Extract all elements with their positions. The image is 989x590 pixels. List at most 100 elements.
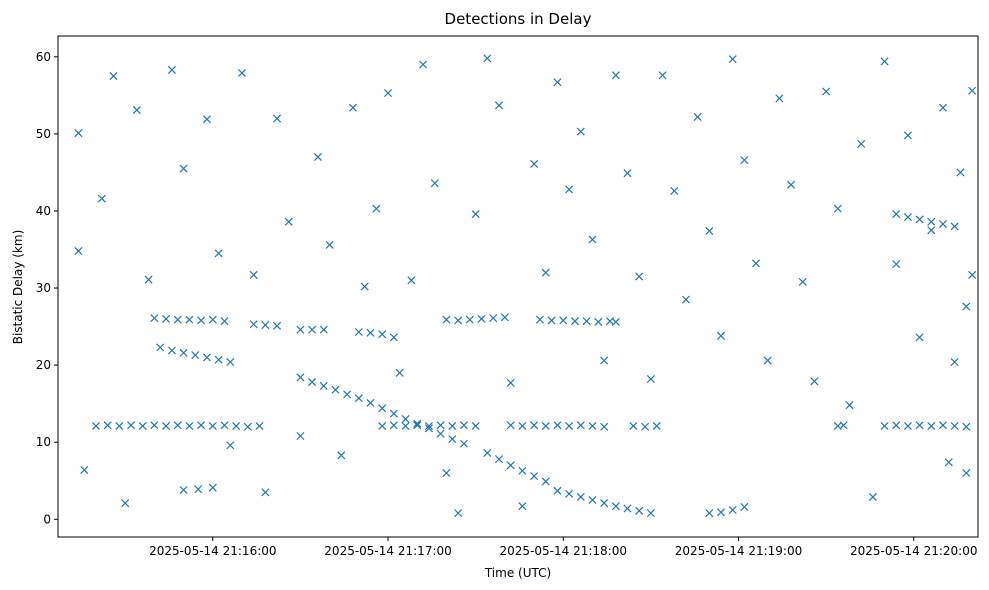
data-point — [728, 55, 737, 64]
data-point — [448, 435, 457, 444]
data-point — [454, 316, 463, 325]
data-point — [319, 325, 328, 334]
data-point — [261, 321, 270, 330]
data-point — [80, 465, 89, 474]
chart-title: Detections in Delay — [445, 10, 592, 28]
data-point — [658, 71, 667, 80]
y-tick-label: 60 — [36, 50, 51, 64]
data-point — [588, 235, 597, 244]
data-point — [74, 129, 83, 138]
data-point — [343, 390, 352, 399]
data-point — [600, 499, 609, 508]
data-point — [319, 381, 328, 390]
data-point — [226, 441, 235, 450]
data-point — [857, 139, 866, 148]
data-point — [471, 421, 480, 431]
data-point — [138, 421, 147, 431]
data-point — [892, 210, 901, 219]
data-point — [173, 421, 182, 430]
data-point — [337, 451, 346, 460]
data-point — [378, 404, 387, 413]
data-point — [915, 421, 924, 430]
data-point — [518, 502, 527, 511]
data-point — [962, 422, 971, 431]
data-point — [185, 315, 194, 324]
data-point — [197, 316, 206, 325]
data-point — [477, 314, 486, 323]
data-point — [845, 401, 854, 410]
data-point — [103, 421, 112, 430]
data-point — [494, 455, 504, 464]
data-point — [74, 247, 83, 256]
data-point — [833, 204, 842, 213]
data-point — [308, 325, 317, 334]
data-point — [903, 131, 912, 140]
data-point — [325, 240, 334, 249]
data-point — [559, 316, 568, 325]
data-point — [202, 353, 211, 362]
data-point — [413, 421, 422, 430]
data-point — [670, 186, 679, 195]
data-point — [968, 270, 977, 279]
x-tick-label: 2025-05-14 21:19:00 — [675, 544, 802, 558]
data-point — [191, 351, 200, 360]
data-point — [489, 314, 498, 323]
data-point — [611, 317, 620, 326]
data-point — [950, 222, 959, 231]
data-point — [243, 422, 252, 431]
y-tick-label: 20 — [36, 358, 51, 372]
data-point — [927, 226, 936, 235]
data-point — [535, 315, 544, 324]
data-point — [623, 504, 632, 513]
data-point — [570, 317, 579, 326]
data-point — [576, 421, 585, 430]
data-point — [798, 277, 807, 286]
data-point — [915, 333, 924, 342]
data-point — [249, 270, 258, 279]
data-point — [968, 86, 977, 95]
data-point — [167, 346, 176, 355]
data-point — [378, 330, 387, 339]
data-point — [150, 421, 159, 430]
data-point — [194, 485, 203, 494]
data-point — [179, 485, 188, 495]
data-point — [565, 489, 574, 498]
data-point — [389, 409, 398, 418]
data-point — [530, 159, 539, 168]
y-tick-label: 50 — [36, 127, 51, 141]
data-point — [459, 421, 468, 430]
data-point — [938, 421, 947, 430]
data-point — [354, 327, 363, 336]
data-point — [167, 65, 176, 74]
y-tick-label: 10 — [36, 435, 51, 449]
data-point — [565, 421, 574, 431]
data-point — [173, 315, 182, 324]
data-point — [629, 421, 638, 431]
data-point — [787, 180, 796, 189]
data-point — [249, 320, 258, 329]
data-point — [237, 68, 247, 78]
data-point — [331, 385, 340, 394]
y-tick-label: 40 — [36, 204, 51, 218]
data-point — [448, 421, 457, 431]
data-point — [273, 114, 282, 123]
data-point — [162, 314, 171, 323]
data-point — [752, 259, 761, 268]
data-point — [892, 260, 901, 269]
data-point — [401, 415, 410, 424]
data-point — [565, 185, 574, 194]
data-point — [868, 492, 877, 501]
data-point — [938, 103, 947, 112]
data-point — [313, 152, 322, 162]
data-point — [91, 421, 100, 431]
data-point — [208, 315, 217, 324]
data-point — [839, 421, 848, 430]
data-point — [348, 103, 358, 112]
data-point — [296, 325, 305, 334]
data-point — [413, 419, 422, 428]
data-point — [693, 112, 702, 121]
data-point — [553, 486, 562, 495]
data-point — [459, 439, 468, 448]
data-point — [962, 469, 971, 478]
data-point — [623, 169, 632, 178]
